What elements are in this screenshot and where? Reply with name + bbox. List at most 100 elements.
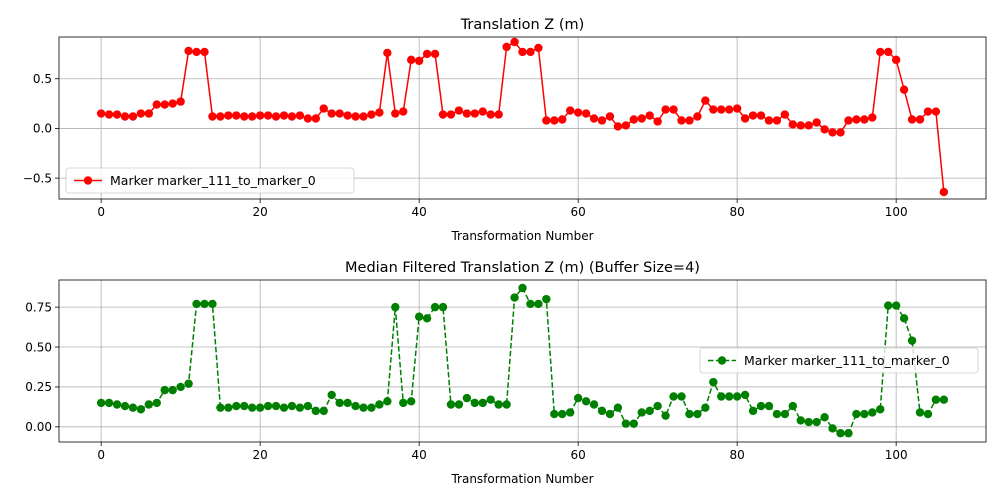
- data-point: [788, 401, 798, 411]
- data-point: [597, 406, 607, 416]
- legend-label: Marker marker_111_to_marker_0: [744, 353, 950, 368]
- data-point: [462, 393, 472, 403]
- data-point: [717, 392, 726, 401]
- data-point: [391, 109, 400, 118]
- data-point: [836, 429, 845, 438]
- data-point: [279, 111, 289, 120]
- data-point: [287, 401, 297, 411]
- data-point: [160, 385, 169, 395]
- data-point: [542, 294, 551, 304]
- legend: Marker marker_111_to_marker_0: [65, 167, 355, 194]
- data-point: [677, 116, 686, 125]
- data-point: [788, 120, 798, 129]
- data-point: [740, 114, 750, 123]
- data-point: [876, 47, 885, 57]
- data-point: [693, 409, 702, 419]
- data-point: [876, 405, 885, 414]
- data-point: [104, 110, 114, 119]
- data-point: [812, 417, 821, 427]
- data-point: [621, 419, 631, 428]
- data-point: [470, 398, 479, 408]
- data-point: [144, 400, 154, 409]
- data-point: [96, 398, 106, 408]
- data-point: [915, 408, 925, 417]
- data-point: [669, 392, 678, 401]
- data-point: [224, 403, 233, 412]
- data-point: [446, 400, 456, 409]
- data-point: [287, 112, 297, 121]
- data-point: [605, 112, 615, 121]
- data-point: [208, 299, 217, 309]
- data-point: [621, 121, 631, 130]
- chart-title: Median Filtered Translation Z (m) (Buffe…: [345, 260, 700, 276]
- data-point: [748, 111, 758, 120]
- data-point: [828, 424, 837, 433]
- data-point: [868, 408, 877, 417]
- data-point: [486, 395, 495, 404]
- y-tick-label: 0.25: [25, 380, 52, 394]
- data-point: [669, 105, 678, 114]
- data-point: [884, 301, 893, 310]
- data-point: [573, 108, 583, 117]
- chart-title: Translation Z (m): [460, 17, 585, 33]
- data-point: [359, 112, 368, 121]
- data-point: [168, 385, 177, 395]
- data-point: [351, 401, 360, 411]
- data-point: [868, 113, 877, 122]
- x-axis-label: Transformation Number: [450, 472, 593, 486]
- legend: Marker marker_111_to_marker_0: [699, 347, 979, 374]
- data-point: [470, 109, 479, 118]
- data-point: [526, 47, 535, 57]
- data-point: [645, 111, 654, 120]
- data-point: [367, 403, 376, 412]
- data-point: [613, 122, 623, 131]
- data-point: [844, 429, 853, 438]
- x-tick-label: 80: [730, 448, 745, 462]
- data-point: [542, 116, 551, 125]
- data-point: [295, 111, 305, 120]
- chart-1: 0 20 40 60 80 100 −0.5 0.0 0.5 Translation Z (m) T…: [23, 17, 987, 243]
- data-point: [884, 47, 893, 57]
- data-point: [271, 401, 281, 411]
- data-point: [661, 411, 670, 420]
- data-point: [796, 416, 805, 425]
- data-point: [383, 48, 392, 58]
- data-point: [701, 96, 710, 105]
- x-tick-label: 60: [571, 448, 586, 462]
- chart-2: 0 20 40 60 80 100 0.00 0.25 0.50 0.75 Median Filte…: [25, 260, 987, 486]
- x-axis-label: Transformation Number: [450, 229, 593, 243]
- data-point: [192, 299, 201, 309]
- data-point: [558, 409, 567, 419]
- data-point: [573, 393, 583, 403]
- legend-swatch-marker: [83, 176, 93, 185]
- data-point: [367, 110, 376, 119]
- data-point: [200, 47, 209, 57]
- data-point: [399, 398, 408, 408]
- data-point: [725, 392, 734, 401]
- data-point: [430, 302, 440, 312]
- data-point: [311, 114, 320, 123]
- data-point: [343, 398, 352, 408]
- data-point: [899, 85, 909, 94]
- legend-box: [65, 167, 355, 194]
- data-point: [279, 403, 289, 412]
- data-point: [112, 110, 122, 119]
- x-tick-label: 20: [253, 205, 268, 219]
- data-point: [701, 403, 710, 412]
- data-point: [923, 107, 933, 116]
- data-point: [589, 400, 599, 409]
- data-point: [263, 401, 273, 411]
- data-point: [391, 302, 400, 312]
- data-point: [931, 395, 941, 404]
- data-point: [828, 128, 837, 137]
- data-point: [502, 400, 511, 409]
- data-point: [653, 401, 662, 411]
- data-point: [176, 97, 185, 106]
- data-point: [247, 112, 257, 121]
- data-point: [820, 413, 829, 422]
- data-point: [550, 116, 559, 125]
- x-tick-label: 40: [412, 448, 427, 462]
- data-point: [152, 100, 161, 109]
- data-point: [224, 111, 233, 120]
